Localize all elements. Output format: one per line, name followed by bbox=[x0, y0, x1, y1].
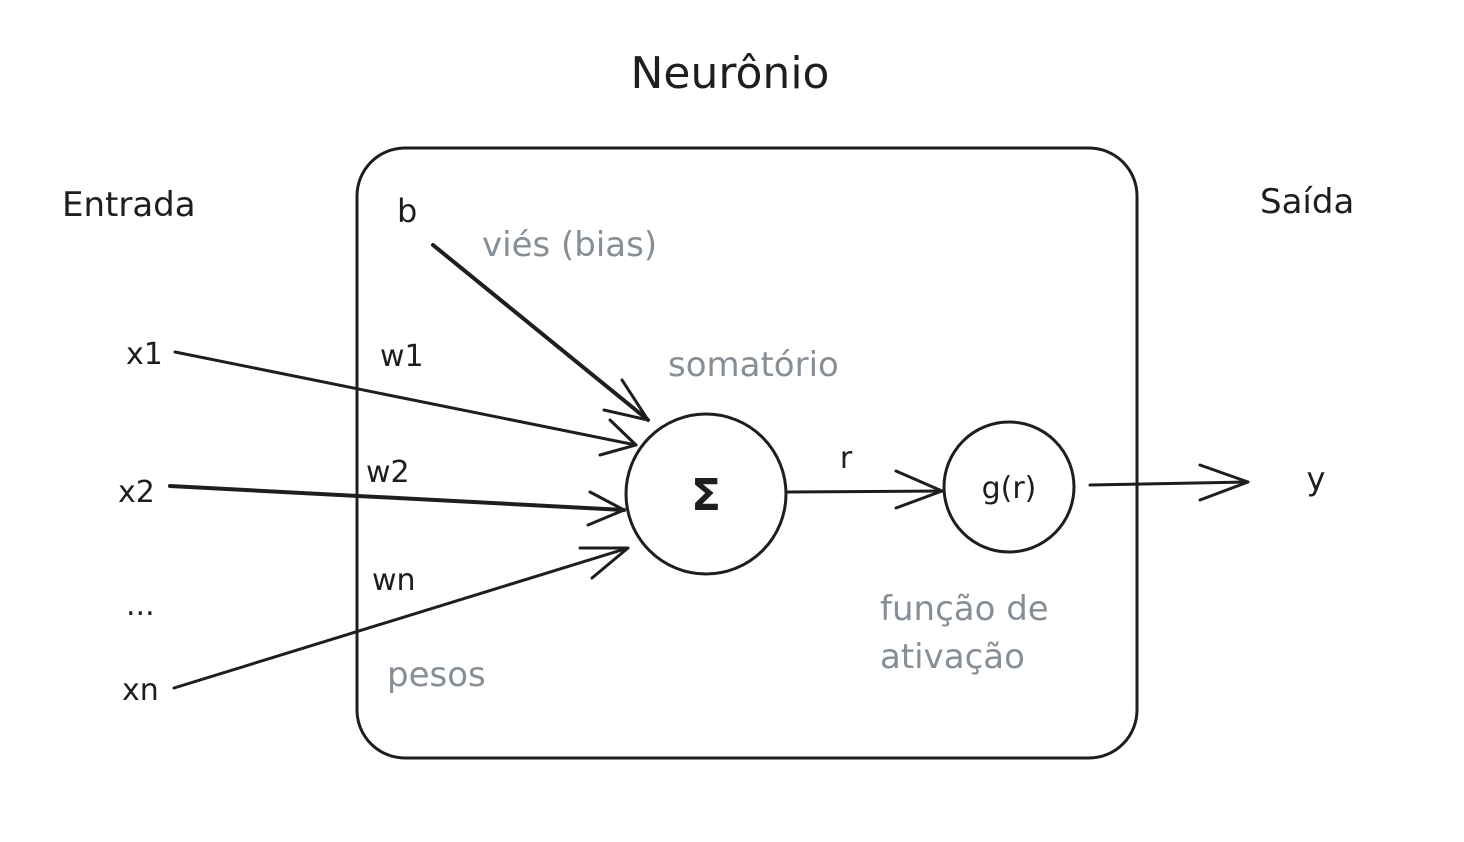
arrow-activation-to-output bbox=[1088, 463, 1250, 502]
output-label: Saída bbox=[1260, 182, 1354, 222]
weight-wn-label: wn bbox=[372, 563, 416, 598]
bias-label: b bbox=[397, 192, 417, 230]
arrow-bias-to-sum bbox=[431, 243, 650, 422]
activation-note-line2: ativação bbox=[880, 637, 1025, 677]
weight-w1-label: w1 bbox=[380, 339, 424, 374]
intermediate-r-label: r bbox=[840, 441, 853, 476]
input-ellipsis: ... bbox=[126, 588, 155, 623]
neuron-box bbox=[355, 146, 1139, 760]
activation-note-line1: função de bbox=[880, 589, 1049, 629]
weight-w2-label: w2 bbox=[366, 455, 410, 490]
summation-note: somatório bbox=[668, 345, 839, 385]
arrow-x1-to-sum bbox=[173, 350, 638, 457]
input-x1-label: x1 bbox=[126, 337, 163, 372]
arrow-sum-to-activation bbox=[785, 469, 944, 510]
arrow-x2-to-sum bbox=[168, 484, 626, 527]
diagram-title: Neurônio bbox=[631, 48, 830, 99]
summation-node bbox=[624, 412, 788, 576]
arrow-xn-to-sum bbox=[172, 546, 630, 690]
activation-node bbox=[942, 420, 1076, 554]
activation-function-label: g(r) bbox=[982, 471, 1037, 506]
summation-symbol: Σ bbox=[691, 470, 721, 521]
input-xn-label: xn bbox=[122, 673, 159, 708]
input-label: Entrada bbox=[62, 185, 196, 225]
weights-note: pesos bbox=[387, 655, 486, 695]
bias-note: viés (bias) bbox=[482, 225, 657, 265]
output-y-label: y bbox=[1307, 460, 1326, 498]
input-x2-label: x2 bbox=[118, 475, 155, 510]
